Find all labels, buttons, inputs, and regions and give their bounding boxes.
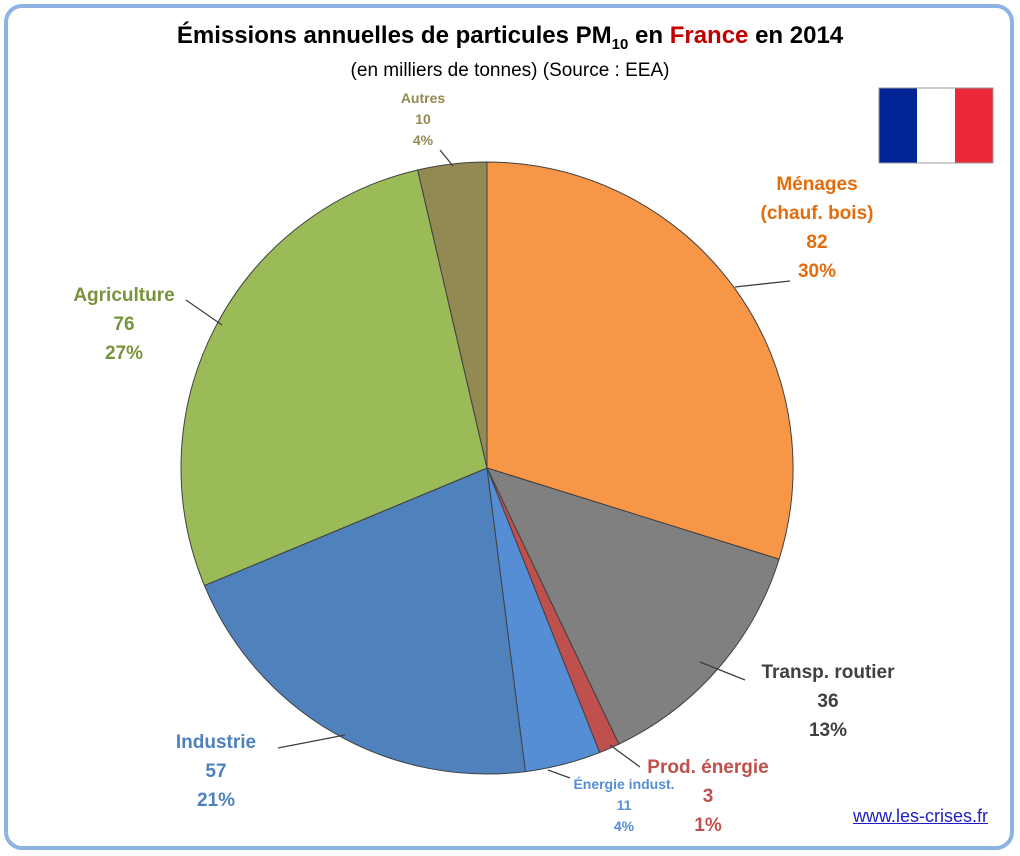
percent-label: 4% — [613, 818, 635, 834]
leader-line — [699, 661, 746, 681]
percent-label: 21% — [196, 790, 236, 811]
leader-line — [277, 734, 346, 749]
percent-label: 4% — [412, 132, 434, 148]
flag-white — [917, 88, 955, 163]
leader-lines — [185, 149, 791, 779]
slice-label: Autres 10 4% — [401, 88, 445, 151]
slice-label: Agriculture 76 27% — [73, 281, 174, 368]
percent-label: 27% — [104, 343, 144, 364]
flag — [878, 87, 994, 164]
category-label: Autres — [400, 90, 446, 106]
value-label: 11 — [616, 797, 632, 813]
slice — [180, 169, 488, 587]
slices — [180, 161, 794, 775]
slice — [486, 161, 794, 560]
category-label: Transp. routier — [761, 662, 895, 683]
title-text: en 2014 — [755, 22, 844, 49]
title-text: Émissions annuelles de particules PM — [176, 22, 612, 49]
slice-label: Ménages (chauf. bois) 82 30% — [752, 170, 882, 286]
slice — [203, 467, 526, 775]
leader-line — [547, 769, 571, 779]
leader-line — [609, 744, 641, 768]
title-highlight: France — [669, 22, 749, 49]
chart-subtitle: (en milliers de tonnes) (Source : EEA) — [350, 60, 670, 81]
slice-label: Énergie indust. 11 4% — [573, 774, 674, 837]
value-label: 36 — [817, 691, 839, 712]
flag-red — [955, 88, 993, 163]
percent-label: 1% — [694, 815, 722, 836]
category-label: Prod. énergie — [647, 757, 769, 778]
value-label: 10 — [415, 111, 431, 127]
slice-label: Industrie 57 21% — [176, 728, 256, 815]
leader-line — [439, 149, 454, 167]
slice — [486, 467, 780, 745]
value-label: 3 — [702, 786, 714, 807]
title-text: en — [635, 22, 664, 49]
source-url[interactable]: www.les-crises.fr — [852, 806, 988, 826]
flag-border — [878, 87, 994, 164]
value-label: 76 — [113, 314, 135, 335]
category-label: Industrie — [175, 732, 257, 753]
leader-line — [185, 299, 223, 326]
slice-label: Prod. énergie 3 1% — [647, 753, 768, 840]
value-label: 57 — [205, 761, 227, 782]
flag-blue — [879, 88, 917, 163]
leader-line — [734, 280, 791, 288]
category-label: Énergie indust. — [573, 776, 675, 792]
chart-title: Émissions annuelles de particules PM10 e… — [0, 22, 1020, 53]
category-label: Agriculture — [73, 285, 175, 306]
value-label: 82 — [806, 232, 828, 253]
title-subscript: 10 — [611, 35, 629, 53]
slice-label: Transp. routier 36 13% — [761, 658, 894, 745]
category-label: Ménages (chauf. bois) — [760, 174, 874, 224]
percent-label: 13% — [808, 720, 848, 741]
percent-label: 30% — [797, 261, 837, 282]
